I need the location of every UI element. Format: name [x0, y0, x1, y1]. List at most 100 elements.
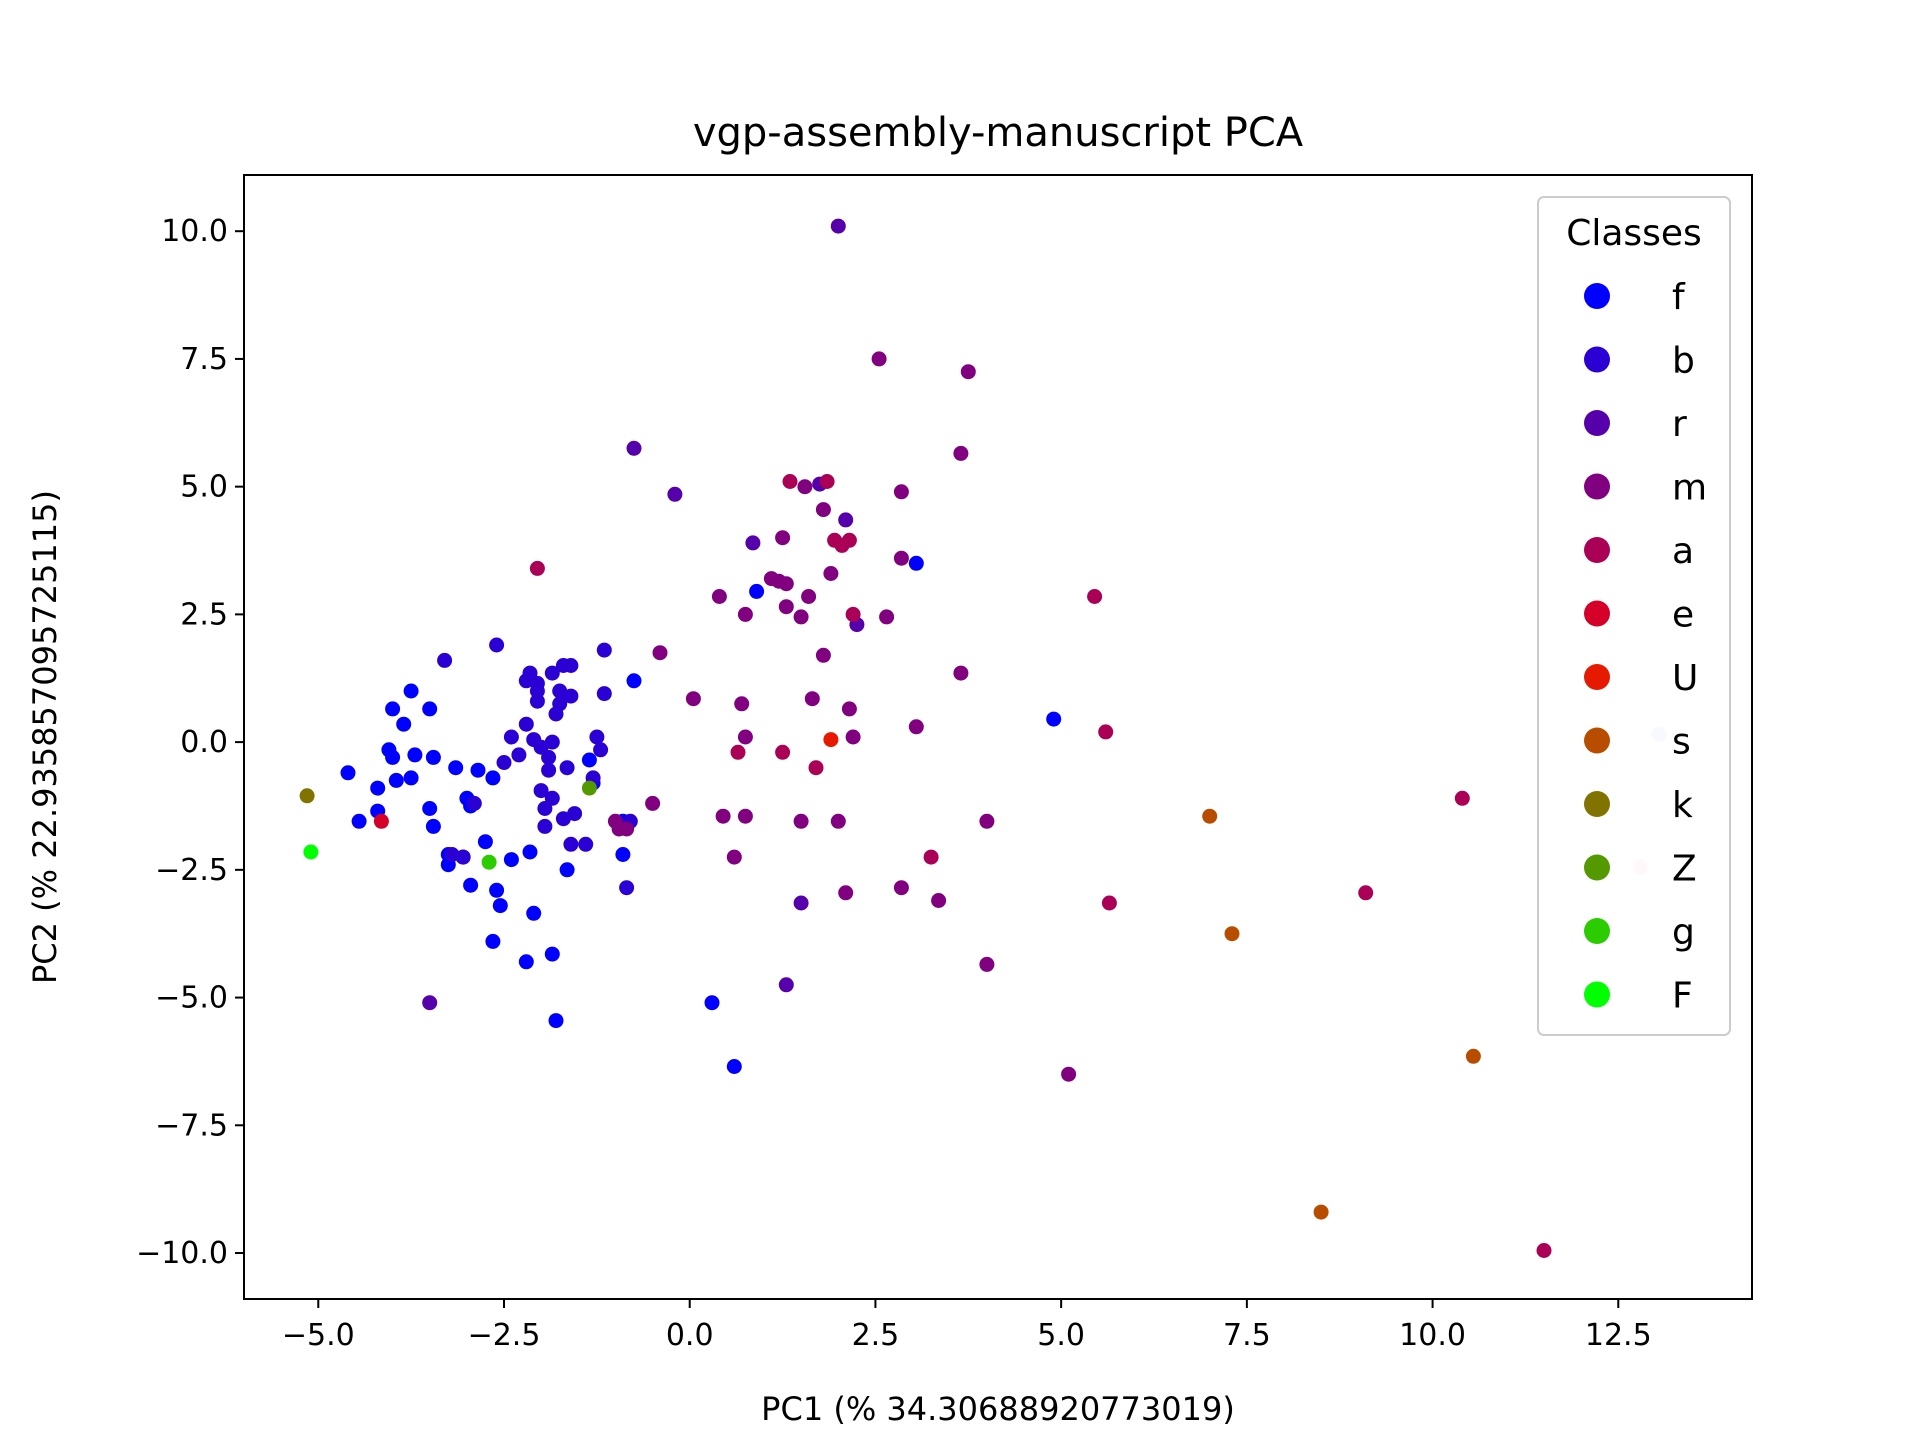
legend-label-r: r [1672, 404, 1687, 445]
legend-label-e: e [1672, 595, 1694, 636]
y-tick-label: −2.5 [155, 853, 228, 888]
x-tick-label: 5.0 [1037, 1318, 1085, 1353]
data-point-f-11 [407, 747, 423, 763]
data-point-f-0 [340, 765, 356, 781]
data-point-f-6 [385, 749, 401, 765]
data-point-m-19 [793, 609, 809, 625]
y-tick-label: −7.5 [155, 1108, 228, 1143]
data-point-f-26 [485, 770, 501, 786]
data-point-f-24 [477, 834, 493, 850]
legend-label-U: U [1672, 658, 1698, 699]
data-point-m-18 [793, 813, 809, 829]
data-point-a-8 [841, 532, 857, 548]
data-point-f-45 [1046, 711, 1062, 727]
data-point-b-2 [455, 849, 471, 865]
legend-box [1537, 196, 1731, 1036]
data-point-m-5 [685, 691, 701, 707]
legend-label-a: a [1672, 531, 1694, 572]
data-point-b-36 [589, 729, 605, 745]
data-point-b-18 [537, 818, 553, 834]
data-point-m-39 [960, 364, 976, 380]
data-point-f-42 [726, 1059, 742, 1074]
data-point-r-2 [667, 486, 683, 502]
data-point-f-15 [425, 749, 441, 765]
data-point-m-42 [1061, 1066, 1077, 1082]
data-point-b-23 [544, 665, 560, 681]
y-tick-label: −10.0 [136, 1236, 228, 1271]
data-point-s-3 [1465, 1048, 1481, 1064]
data-point-f-35 [559, 862, 575, 878]
y-axis-ticks: 10.0 7.5 5.0 2.5 0.0 −2.5 −5.0 −7.5 −10.0 [136, 214, 244, 1271]
data-point-b-29 [559, 760, 575, 776]
data-point-m-31 [879, 609, 895, 625]
data-point-f-27 [489, 882, 505, 898]
data-point-f-9 [403, 770, 419, 786]
data-point-m-7 [715, 808, 731, 824]
x-tick-label: 0.0 [666, 1318, 714, 1353]
y-axis-label: PC2 (% 22.935857095725115) [26, 490, 64, 984]
data-point-m-37 [953, 445, 969, 461]
data-point-m-32 [893, 550, 909, 566]
data-point-r-1 [626, 440, 642, 456]
data-point-r-5 [793, 895, 809, 911]
data-point-m-3 [645, 795, 661, 811]
data-point-b-40 [619, 880, 635, 896]
data-point-s-2 [1313, 1204, 1329, 1220]
data-point-b-37 [593, 742, 609, 758]
data-point-a-11 [1087, 589, 1103, 604]
data-point-f-21 [463, 877, 479, 893]
legend-marker-k [1584, 791, 1610, 817]
data-point-a-5 [819, 474, 835, 489]
data-point-b-30 [563, 688, 579, 704]
y-tick-label: 7.5 [180, 342, 228, 377]
data-point-r-0 [422, 995, 438, 1011]
legend-marker-f [1584, 283, 1610, 309]
data-point-e-0 [373, 813, 389, 829]
legend-marker-b [1584, 346, 1610, 373]
data-point-a-1 [730, 744, 746, 760]
data-point-a-15 [1454, 790, 1470, 806]
data-point-b-25 [552, 696, 568, 712]
data-point-b-34 [578, 836, 594, 852]
data-point-r-8 [838, 512, 854, 528]
data-point-f-5 [385, 701, 401, 717]
data-point-b-39 [596, 686, 612, 702]
legend-marker-U [1584, 664, 1610, 690]
chart-title: vgp-assembly-manuscript PCA [693, 110, 1304, 156]
data-point-a-0 [529, 560, 545, 576]
data-point-m-17 [778, 576, 794, 592]
data-point-a-2 [775, 744, 791, 760]
data-point-a-13 [1101, 895, 1117, 911]
plot-area [243, 174, 1753, 1300]
data-point-m-2 [619, 821, 635, 837]
data-point-b-7 [511, 747, 527, 763]
data-point-b-19 [541, 749, 557, 765]
data-point-m-35 [908, 719, 924, 735]
x-tick-label: 2.5 [852, 1318, 900, 1353]
data-point-m-16 [778, 599, 794, 615]
scatter-points [299, 218, 1667, 1258]
data-point-f-8 [396, 716, 412, 732]
x-tick-label: −5.0 [282, 1318, 355, 1353]
legend-label-f: f [1672, 277, 1686, 318]
data-point-m-41 [979, 956, 995, 972]
legend-marker-Z [1584, 854, 1610, 881]
data-point-r-3 [745, 535, 761, 551]
data-point-m-29 [845, 729, 861, 745]
data-point-m-33 [893, 484, 909, 500]
data-point-m-26 [830, 813, 846, 829]
data-point-m-4 [652, 645, 668, 661]
data-point-f-32 [526, 905, 542, 921]
legend-label-b: b [1672, 341, 1695, 382]
data-point-b-31 [563, 658, 579, 673]
data-point-f-33 [544, 946, 560, 962]
x-tick-label: −2.5 [468, 1318, 541, 1353]
data-point-b-0 [437, 652, 453, 668]
data-point-f-28 [492, 898, 508, 914]
data-point-f-40 [626, 673, 642, 689]
data-point-Z-0 [581, 780, 597, 796]
data-point-a-14 [1358, 885, 1374, 901]
y-tick-label: 2.5 [180, 597, 228, 632]
